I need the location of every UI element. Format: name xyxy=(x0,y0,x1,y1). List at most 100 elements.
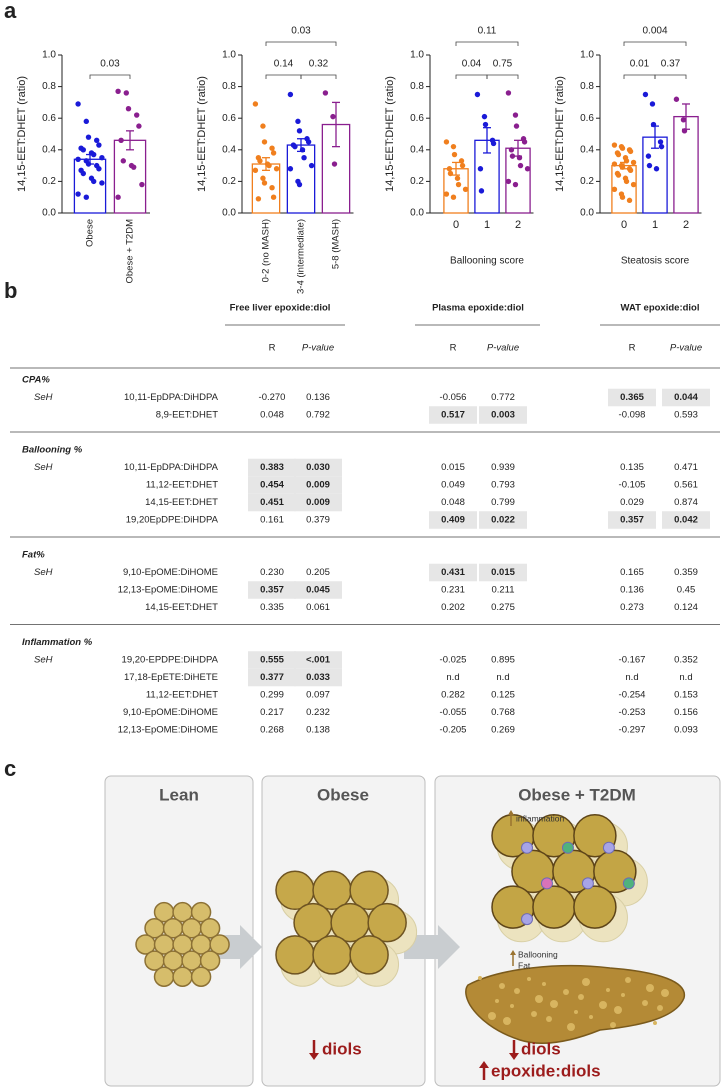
liver xyxy=(465,965,685,1045)
highlight xyxy=(479,511,527,529)
column-header: R xyxy=(450,343,457,354)
callout: Ballooning xyxy=(518,949,558,959)
section-title: Inflammation % xyxy=(22,637,93,648)
cell: 0.377 xyxy=(260,672,284,683)
data-point xyxy=(75,156,81,162)
cell: 0.097 xyxy=(306,690,330,701)
cell: -0.055 xyxy=(440,707,467,718)
data-point xyxy=(139,181,145,188)
cell: -0.253 xyxy=(619,707,646,718)
metabolite: 14,15-EET:DHET xyxy=(145,602,218,613)
data-point xyxy=(649,101,656,107)
highlight xyxy=(294,651,342,669)
cell: n.d xyxy=(446,672,459,683)
fat-droplet xyxy=(657,1005,663,1011)
cell: 0.048 xyxy=(260,410,284,421)
data-point xyxy=(131,164,137,170)
cell: 0.029 xyxy=(620,497,644,508)
adipocyte xyxy=(199,950,221,971)
cell: 0.359 xyxy=(674,567,698,578)
y-tick-label: 0.8 xyxy=(42,81,56,92)
comparison-bracket xyxy=(455,41,519,46)
data-point xyxy=(611,142,618,148)
cell: 0.451 xyxy=(260,497,284,508)
immune-cell xyxy=(581,877,594,890)
data-point xyxy=(490,140,497,147)
fat-droplet xyxy=(531,1011,537,1017)
p-value: 0.75 xyxy=(493,59,513,70)
transition-arrow xyxy=(404,925,460,969)
fat-droplet xyxy=(653,1021,657,1025)
cell: 0.093 xyxy=(674,725,698,736)
adipocyte xyxy=(153,966,175,987)
y-tick-label: 0.8 xyxy=(222,81,236,92)
fat-droplet xyxy=(563,989,569,995)
cell: -0.098 xyxy=(619,410,646,421)
section-title: Ballooning % xyxy=(22,445,83,456)
cell: 0.230 xyxy=(260,567,284,578)
data-point xyxy=(630,159,637,166)
y-tick-label: 0.6 xyxy=(42,113,56,124)
cell: -0.025 xyxy=(440,655,467,666)
data-point xyxy=(91,178,97,185)
y-axis-label: 14,15-EET:DHET (ratio) xyxy=(16,76,28,192)
cell: -0.167 xyxy=(619,655,646,666)
comparison-bracket xyxy=(89,74,131,79)
fat-droplet xyxy=(625,977,631,983)
fat-droplet xyxy=(610,1022,616,1028)
x-tick-label: 0 xyxy=(453,219,459,231)
data-point xyxy=(653,166,660,172)
p-value: 0.37 xyxy=(661,59,681,70)
data-point xyxy=(287,91,294,98)
data-point xyxy=(96,166,102,172)
immune-cell xyxy=(622,877,635,890)
column-header: R xyxy=(269,343,276,354)
adipocyte xyxy=(573,885,617,929)
immune-cell xyxy=(561,841,574,854)
data-point xyxy=(120,158,127,164)
cell: 0.517 xyxy=(441,410,465,421)
y-tick-label: 0.4 xyxy=(410,144,424,155)
data-point xyxy=(273,166,280,172)
callout: Fat xyxy=(518,960,531,970)
highlight xyxy=(248,668,296,687)
adipocyte xyxy=(367,902,407,943)
cell: 0.799 xyxy=(491,497,515,508)
x-tick-label: 5-8 (MASH) xyxy=(331,219,342,269)
data-point xyxy=(474,91,481,98)
cell: 0.003 xyxy=(491,410,515,421)
cell: 0.555 xyxy=(260,655,284,666)
fat-droplet xyxy=(614,1006,622,1014)
highlight xyxy=(248,493,296,512)
adipocyte xyxy=(190,901,212,923)
data-point xyxy=(508,147,515,153)
cell: 0.357 xyxy=(260,585,284,596)
y-tick-label: 0.0 xyxy=(580,208,594,219)
y-tick-label: 0.4 xyxy=(42,144,56,155)
fat-droplet xyxy=(503,1017,511,1025)
data-point xyxy=(458,158,465,164)
fat-droplet xyxy=(546,1016,552,1022)
comparison-bracket xyxy=(623,41,687,46)
up-arrow xyxy=(479,1061,489,1068)
data-point xyxy=(80,147,87,153)
y-axis-label: 14,15-EET:DHET (ratio) xyxy=(554,76,566,192)
cell: 0.593 xyxy=(674,410,698,421)
data-point xyxy=(505,178,512,185)
highlight xyxy=(248,458,296,477)
x-tick-label: 3-4 (intermediate) xyxy=(296,219,307,294)
fat-droplet xyxy=(661,989,669,997)
data-point xyxy=(257,158,263,164)
p-value: 0.11 xyxy=(478,26,497,37)
y-tick-label: 0.2 xyxy=(222,176,236,187)
metabolite: 19,20EpDPE:DiHDPA xyxy=(126,515,219,526)
metabolite: 11,12-EET:DHET xyxy=(146,480,218,491)
panel-label: b xyxy=(4,278,17,303)
cell: 0.895 xyxy=(491,655,515,666)
illustration xyxy=(135,813,685,1045)
cell: 0.352 xyxy=(674,655,698,666)
data-point xyxy=(287,166,294,172)
data-point xyxy=(627,167,634,174)
x-tick-label: 2 xyxy=(683,219,689,231)
bar xyxy=(642,136,668,214)
